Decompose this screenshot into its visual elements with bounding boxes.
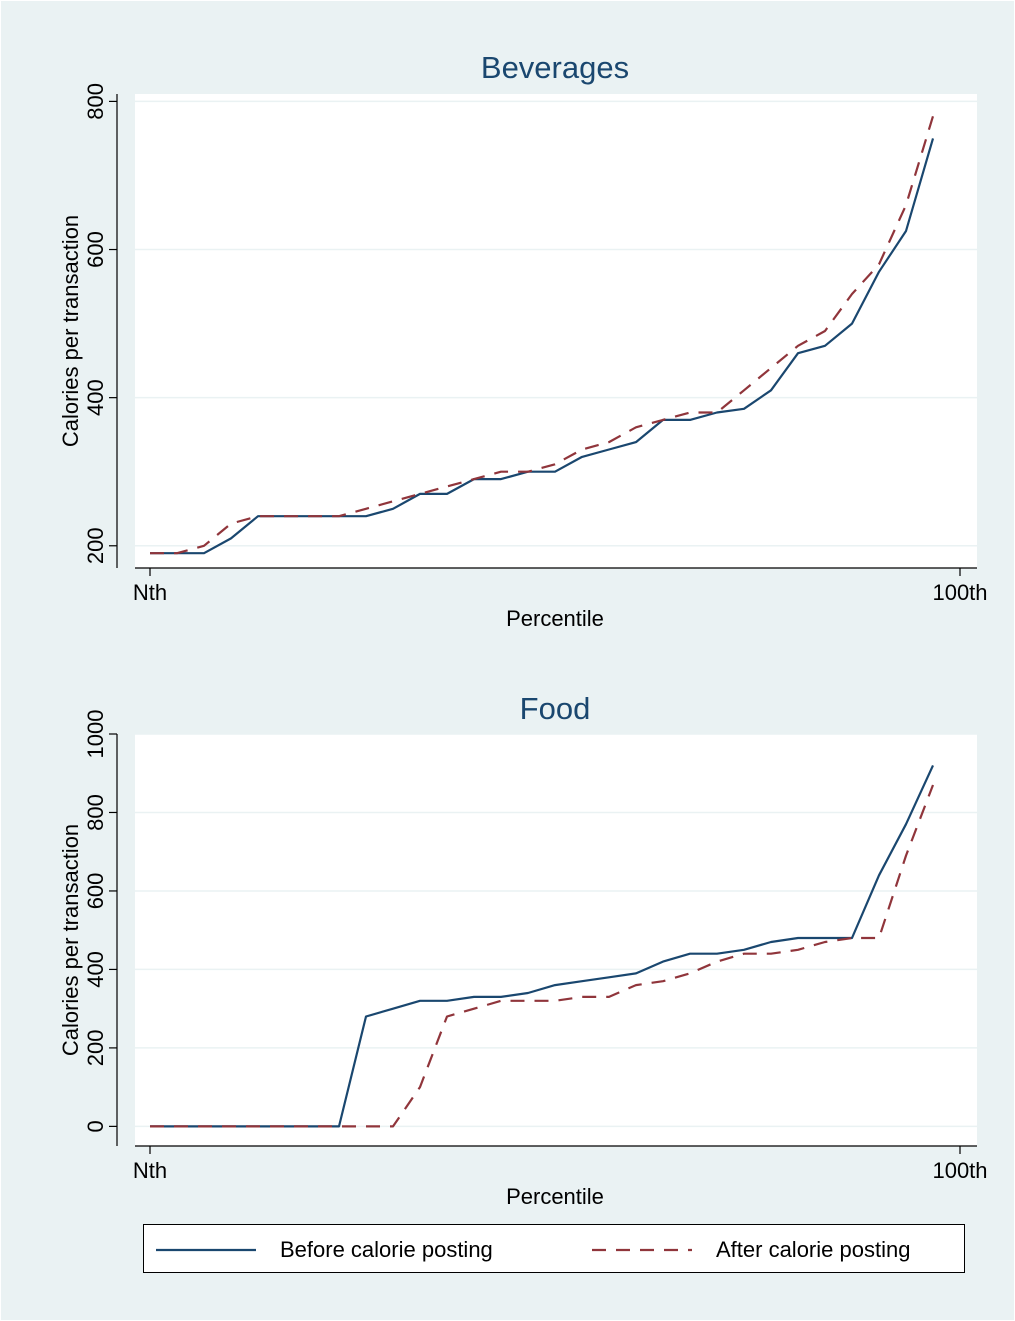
food-y-tick-label: 400 <box>83 951 108 988</box>
beverages-y-tick-label: 800 <box>83 83 108 120</box>
food-x-tick-label: 100th <box>932 1158 987 1183</box>
beverages-series-before-line <box>150 138 935 555</box>
food-series-after-line <box>150 784 935 1128</box>
beverages-x-tick-label: Nth <box>133 580 167 605</box>
beverages-plot-area <box>135 94 977 568</box>
legend-item-before: Before calorie posting <box>156 1225 493 1274</box>
beverages-gridlines <box>135 100 977 547</box>
food-title: Food <box>520 691 591 726</box>
beverages-x-axis-label: Percentile <box>506 606 604 631</box>
food-y-tick-label: 1000 <box>83 710 108 759</box>
legend-label-before: Before calorie posting <box>280 1236 493 1262</box>
beverages-series-after-line <box>150 115 935 555</box>
beverages-y-axis: 200 400 600 800 <box>83 83 118 568</box>
food-plot-area <box>135 734 977 1146</box>
legend-item-after: After calorie posting <box>592 1225 910 1274</box>
food-x-axis: Nth 100th <box>133 1145 988 1183</box>
food-y-axis: 0 200 400 600 800 1000 <box>83 710 118 1146</box>
beverages-y-axis-label: Calories per transaction <box>58 215 83 447</box>
beverages-x-tick-label: 100th <box>932 580 987 605</box>
food-y-tick-label: 600 <box>83 873 108 910</box>
food-panel: Food 0 200 400 600 800 1000 Nth 100th Percenti… <box>58 691 988 1209</box>
food-y-tick-label: 800 <box>83 794 108 831</box>
beverages-y-tick-label: 200 <box>83 527 108 564</box>
food-x-tick-label: Nth <box>133 1158 167 1183</box>
beverages-title: Beverages <box>481 50 629 85</box>
food-y-axis-label: Calories per transaction <box>58 824 83 1056</box>
beverages-y-tick-label: 400 <box>83 379 108 416</box>
food-x-axis-label: Percentile <box>506 1184 604 1209</box>
food-y-tick-label: 200 <box>83 1030 108 1067</box>
beverages-series <box>150 115 935 555</box>
legend-swatch-after <box>592 1248 692 1251</box>
beverages-panel: Beverages 200 400 600 800 Nth 100th Percenti… <box>58 50 988 631</box>
legend-swatch-before <box>156 1248 256 1251</box>
beverages-y-tick-label: 600 <box>83 231 108 268</box>
beverages-x-axis: Nth 100th <box>133 567 988 605</box>
food-series <box>150 764 935 1128</box>
legend-label-after: After calorie posting <box>716 1236 911 1262</box>
food-y-tick-label: 0 <box>83 1120 108 1132</box>
legend: Before calorie posting After calorie pos… <box>143 1224 965 1273</box>
